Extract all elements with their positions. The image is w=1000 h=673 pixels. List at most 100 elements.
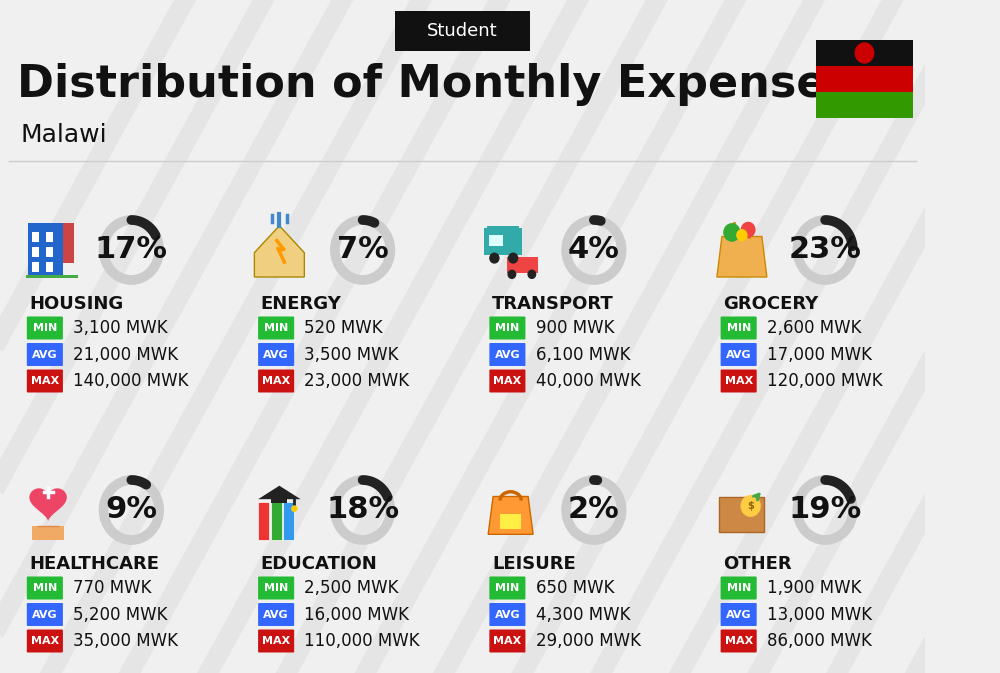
FancyBboxPatch shape [27, 343, 63, 366]
Text: MAX: MAX [493, 636, 522, 646]
Text: AVG: AVG [495, 349, 520, 359]
Text: 5,200 MWK: 5,200 MWK [73, 606, 168, 623]
Bar [271, 502, 282, 540]
Text: 86,000 MWK: 86,000 MWK [767, 632, 872, 650]
FancyBboxPatch shape [258, 369, 294, 392]
Text: OTHER: OTHER [723, 555, 792, 573]
Text: AVG: AVG [726, 610, 751, 620]
Circle shape [741, 496, 760, 516]
FancyBboxPatch shape [395, 11, 530, 51]
Text: LEISURE: LEISURE [492, 555, 576, 573]
Text: TRANSPORT: TRANSPORT [492, 295, 614, 313]
Bar [46, 247, 53, 257]
FancyBboxPatch shape [258, 629, 294, 653]
Text: 19%: 19% [789, 495, 862, 524]
Text: MAX: MAX [31, 376, 59, 386]
Bar [46, 232, 53, 242]
Text: ENERGY: ENERGY [261, 295, 342, 313]
Text: 110,000 MWK: 110,000 MWK [304, 632, 420, 650]
Text: MAX: MAX [31, 636, 59, 646]
Circle shape [741, 223, 755, 237]
Text: MIN: MIN [727, 323, 751, 333]
Text: AVG: AVG [32, 349, 58, 359]
Text: 40,000 MWK: 40,000 MWK [536, 372, 640, 390]
Text: MIN: MIN [33, 323, 57, 333]
Text: MIN: MIN [264, 583, 288, 593]
Text: 900 MWK: 900 MWK [536, 319, 614, 337]
Text: $: $ [747, 501, 754, 511]
FancyBboxPatch shape [489, 369, 525, 392]
Bar [489, 235, 503, 246]
Text: MAX: MAX [262, 636, 290, 646]
Text: AVG: AVG [263, 610, 289, 620]
Text: MIN: MIN [495, 583, 520, 593]
Bar [487, 225, 519, 236]
Text: 4,300 MWK: 4,300 MWK [536, 606, 630, 623]
Polygon shape [717, 236, 767, 277]
FancyBboxPatch shape [721, 343, 757, 366]
Text: HEALTHCARE: HEALTHCARE [30, 555, 160, 573]
Polygon shape [254, 225, 304, 277]
FancyBboxPatch shape [258, 603, 294, 626]
Text: 9%: 9% [105, 495, 157, 524]
Circle shape [490, 253, 499, 263]
Text: Student: Student [427, 22, 498, 40]
Bar [283, 502, 294, 540]
FancyBboxPatch shape [27, 577, 63, 600]
FancyBboxPatch shape [721, 369, 757, 392]
Text: 29,000 MWK: 29,000 MWK [536, 632, 641, 650]
Text: 650 MWK: 650 MWK [536, 579, 614, 597]
Circle shape [855, 43, 874, 63]
Bar [816, 66, 913, 92]
Bar [500, 514, 521, 529]
Text: 7%: 7% [337, 236, 388, 264]
Bar [56, 223, 74, 264]
FancyBboxPatch shape [27, 603, 63, 626]
Text: 3,100 MWK: 3,100 MWK [73, 319, 168, 337]
Text: MAX: MAX [262, 376, 290, 386]
Circle shape [509, 253, 518, 263]
Text: 120,000 MWK: 120,000 MWK [767, 372, 882, 390]
Text: 2,600 MWK: 2,600 MWK [767, 319, 861, 337]
Text: 140,000 MWK: 140,000 MWK [73, 372, 189, 390]
Text: 520 MWK: 520 MWK [304, 319, 383, 337]
FancyBboxPatch shape [489, 603, 525, 626]
Text: AVG: AVG [726, 349, 751, 359]
Circle shape [292, 506, 297, 511]
Bar [32, 232, 39, 242]
Text: 3,500 MWK: 3,500 MWK [304, 345, 399, 363]
Text: 35,000 MWK: 35,000 MWK [73, 632, 178, 650]
Bar [513, 258, 532, 267]
Text: AVG: AVG [495, 610, 520, 620]
Text: MAX: MAX [725, 376, 753, 386]
Text: Distribution of Monthly Expenses: Distribution of Monthly Expenses [17, 63, 853, 106]
FancyBboxPatch shape [721, 603, 757, 626]
Text: HOUSING: HOUSING [30, 295, 124, 313]
FancyBboxPatch shape [489, 316, 525, 339]
Text: AVG: AVG [32, 610, 58, 620]
Circle shape [724, 224, 740, 241]
Polygon shape [29, 489, 67, 522]
Bar [32, 526, 64, 540]
Text: 21,000 MWK: 21,000 MWK [73, 345, 178, 363]
Text: 18%: 18% [326, 495, 399, 524]
Text: 16,000 MWK: 16,000 MWK [304, 606, 409, 623]
Text: 770 MWK: 770 MWK [73, 579, 152, 597]
Text: EDUCATION: EDUCATION [261, 555, 378, 573]
Text: 17%: 17% [95, 236, 168, 264]
Text: MIN: MIN [727, 583, 751, 593]
Bar [816, 40, 913, 66]
FancyBboxPatch shape [721, 316, 757, 339]
Bar [719, 497, 764, 532]
Text: 23,000 MWK: 23,000 MWK [304, 372, 409, 390]
Bar [258, 502, 269, 540]
Text: MAX: MAX [493, 376, 522, 386]
Text: Malawi: Malawi [20, 123, 107, 147]
FancyBboxPatch shape [258, 316, 294, 339]
Text: MIN: MIN [264, 323, 288, 333]
Circle shape [737, 229, 747, 240]
Bar [46, 262, 53, 272]
Polygon shape [488, 497, 533, 534]
Circle shape [528, 271, 536, 279]
Bar [26, 275, 78, 279]
